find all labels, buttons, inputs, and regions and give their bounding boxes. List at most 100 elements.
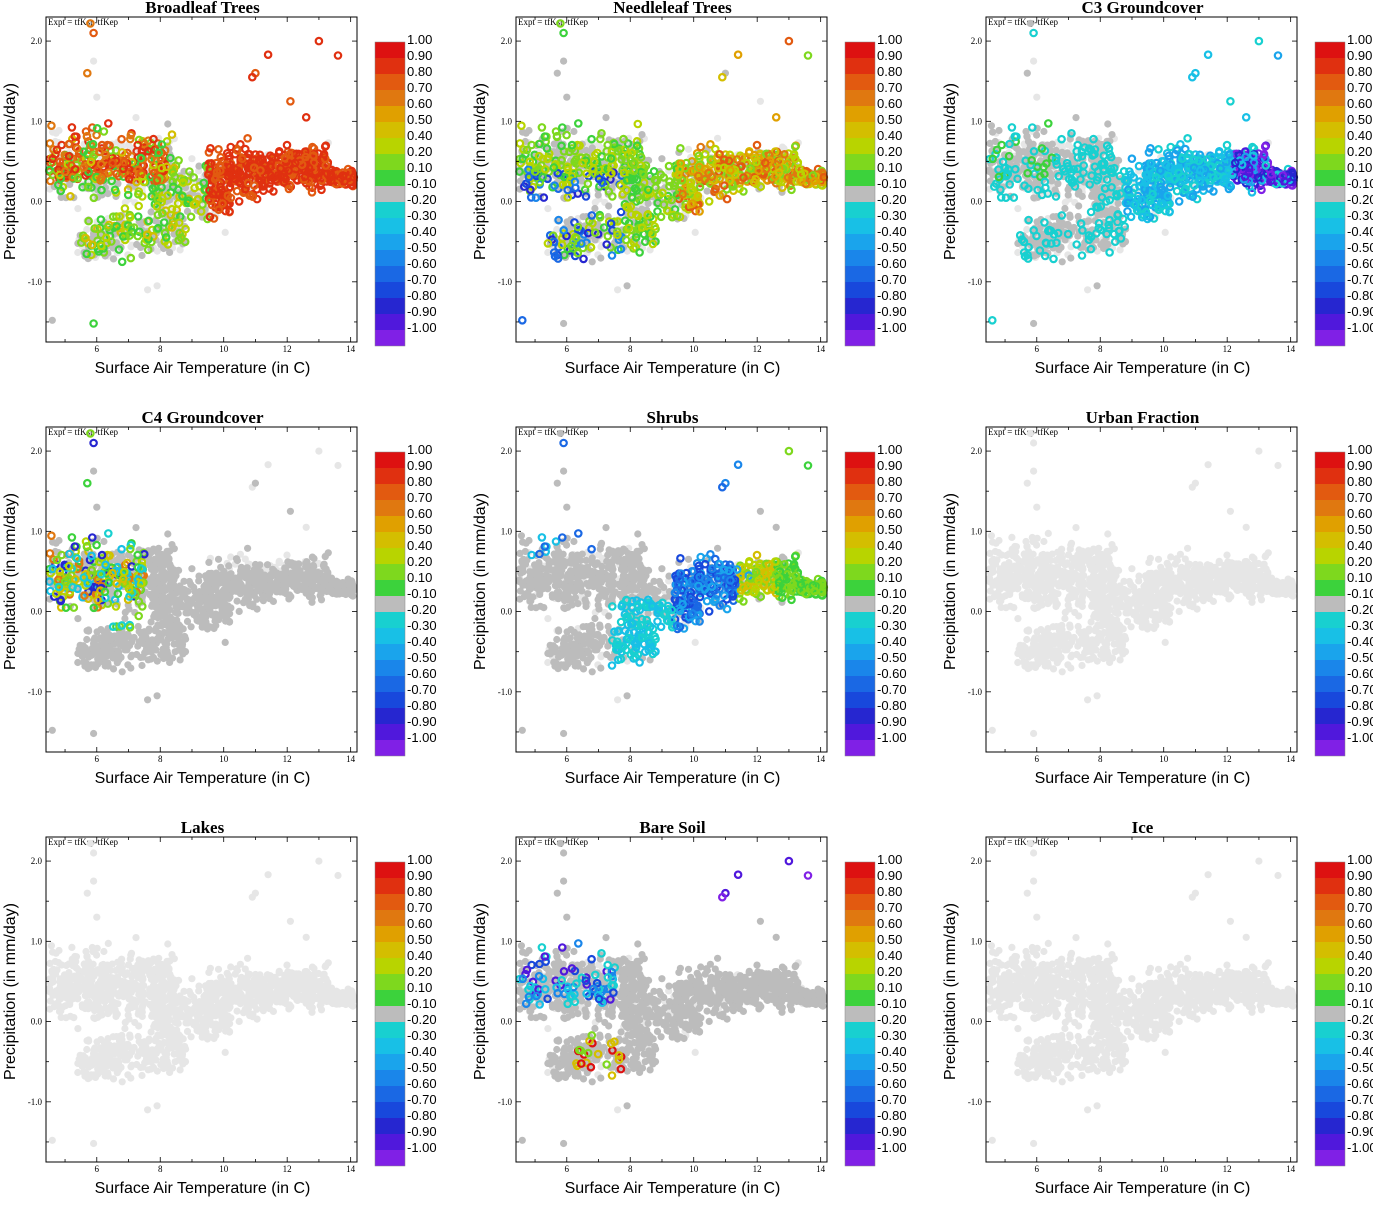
colorbar-label: -1.00 — [1347, 320, 1373, 335]
scatter-point — [1108, 206, 1115, 213]
scatter-point — [1062, 199, 1069, 206]
scatter-point — [118, 136, 124, 142]
scatter-point — [303, 524, 310, 531]
colorbar-swatch — [1315, 106, 1345, 122]
y-tick-label: 0.0 — [501, 197, 513, 207]
scatter-point — [1136, 178, 1142, 184]
colorbar-label: 0.20 — [1347, 144, 1372, 159]
scatter-point — [154, 282, 161, 289]
scatter-point — [265, 461, 272, 468]
scatter-point — [1205, 52, 1211, 58]
scatter-point — [207, 145, 213, 151]
scatter-point — [1079, 252, 1085, 258]
scatter-point — [84, 70, 90, 76]
scatter-point — [1115, 200, 1122, 207]
panel-title: C4 Groundcover — [142, 408, 264, 427]
scatter-point — [1041, 219, 1047, 225]
scatter-point — [309, 189, 315, 195]
colorbar-swatch — [845, 266, 875, 282]
scatter-point — [1243, 114, 1249, 120]
x-axis-label: Surface Air Temperature (in C) — [95, 360, 311, 377]
scatter-point — [602, 114, 609, 121]
scatter-point — [1088, 209, 1094, 215]
colorbar-swatch — [845, 298, 875, 314]
scatter-point — [144, 286, 151, 293]
scatter-point — [1050, 256, 1056, 262]
colorbar-swatch — [1315, 314, 1345, 330]
scatter-points — [46, 20, 357, 326]
colorbar-label: 1.00 — [1347, 32, 1372, 47]
scatter-point — [161, 219, 167, 225]
panel-title: Needleleaf Trees — [613, 0, 732, 17]
scatter-point — [570, 128, 577, 135]
colorbar-swatch — [1315, 170, 1345, 186]
scatter-point — [1174, 147, 1180, 153]
colorbar-swatch — [375, 58, 405, 74]
scatter-point — [1094, 282, 1101, 289]
scatter-point — [989, 317, 995, 323]
colorbar-swatch — [1315, 218, 1345, 234]
scatter-point — [67, 193, 73, 199]
scatter-point — [98, 216, 104, 222]
scatter-point — [618, 209, 624, 215]
colorbar-swatch — [1315, 42, 1345, 58]
y-axis-label: Precipitation (in mm/day) — [2, 83, 19, 260]
scatter-point — [69, 124, 75, 130]
scatter-point — [638, 206, 645, 213]
scatter-point — [605, 202, 612, 209]
scatter-point — [1030, 58, 1037, 65]
y-tick-label: 1.0 — [31, 116, 43, 126]
scatter-point — [591, 205, 598, 212]
colorbar-swatch — [1315, 122, 1345, 138]
y-tick-label: 1.0 — [501, 116, 513, 126]
scatter-point — [105, 120, 111, 126]
x-tick-label: 8 — [158, 344, 163, 354]
scatter-point — [1084, 286, 1091, 293]
scatter-point — [1023, 226, 1030, 233]
scatter-point — [677, 145, 683, 151]
colorbar-label: 0.80 — [1347, 64, 1372, 79]
colorbar-label: 0.10 — [877, 160, 902, 175]
colorbar-swatch — [375, 218, 405, 234]
colorbar-swatch — [1315, 282, 1345, 298]
colorbar-swatch — [845, 218, 875, 234]
scatter-point — [1147, 145, 1153, 151]
scatter-point — [736, 186, 742, 192]
scatter-point — [560, 58, 567, 65]
scatter-point — [658, 155, 665, 162]
scatter-point — [1011, 194, 1017, 200]
scatter-point — [692, 229, 699, 236]
colorbar-swatch — [375, 154, 405, 170]
colorbar-swatch — [375, 266, 405, 282]
scatter-point — [1204, 156, 1210, 162]
scatter-point — [74, 249, 81, 256]
panel-title: C3 Groundcover — [1082, 0, 1204, 17]
scatter-point — [1020, 148, 1027, 155]
x-tick-label: 12 — [283, 344, 292, 354]
scatter-point — [1128, 214, 1134, 220]
colorbar: 1.000.900.800.700.600.500.400.200.10-0.1… — [1315, 32, 1373, 346]
scatter-point — [542, 133, 548, 139]
scatter-point — [1262, 143, 1268, 149]
scatter-point — [735, 52, 741, 58]
colorbar-label: 0.20 — [877, 144, 902, 159]
x-tick-label: 8 — [1098, 344, 1103, 354]
colorbar-label: -0.60 — [1347, 256, 1373, 271]
scatter-point — [757, 98, 764, 105]
colorbar-label: -0.50 — [407, 240, 437, 255]
scatter-point — [276, 559, 283, 566]
scatter-point — [1067, 214, 1074, 221]
colorbar-swatch — [845, 42, 875, 58]
scatter-point — [604, 241, 610, 247]
colorbar-swatch — [1315, 266, 1345, 282]
scatter-point — [1206, 186, 1212, 192]
scatter-point — [215, 146, 221, 152]
colorbar-swatch — [1315, 202, 1345, 218]
scatter-point — [773, 114, 779, 120]
scatter-point — [1075, 142, 1081, 148]
x-tick-label: 14 — [816, 344, 826, 354]
scatter-point — [93, 94, 100, 101]
expt-label: Expt = tfKsp-tfKep — [988, 17, 1059, 27]
scatter-point — [575, 120, 581, 126]
